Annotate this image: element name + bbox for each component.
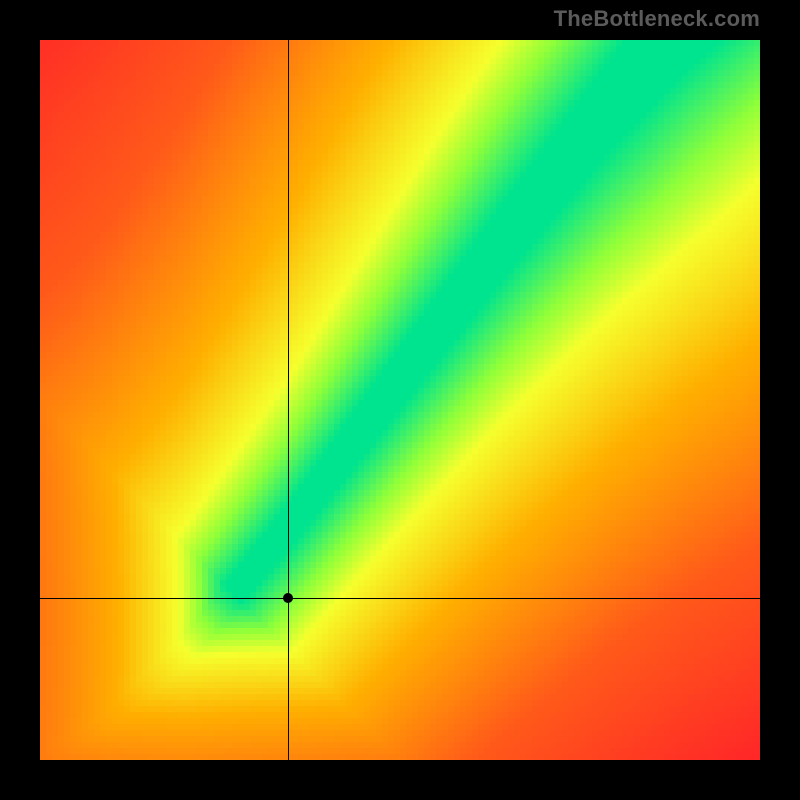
watermark-text: TheBottleneck.com [554, 6, 760, 32]
crosshair-vertical [288, 40, 289, 760]
plot-area [40, 40, 760, 760]
heatmap-canvas [40, 40, 760, 760]
chart-frame: TheBottleneck.com [0, 0, 800, 800]
data-point-marker [283, 593, 293, 603]
crosshair-horizontal [40, 598, 760, 599]
